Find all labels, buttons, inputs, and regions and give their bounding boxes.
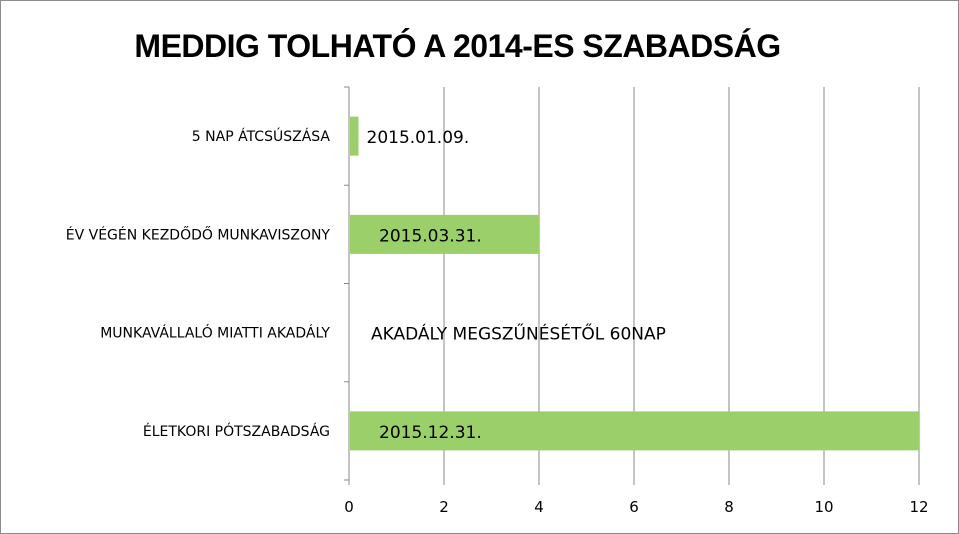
x-tick-label: 0	[344, 498, 354, 516]
bar	[350, 214, 539, 254]
x-tick-label: 10	[814, 498, 833, 516]
x-tick-label: 12	[909, 498, 928, 516]
bar	[350, 116, 359, 156]
chart-title: MEDDIG TOLHATÓ A 2014-ES SZABADSÁG	[134, 28, 781, 64]
data-label: 2015.12.31.	[379, 423, 482, 443]
x-tick-label: 8	[724, 498, 734, 516]
category-label: MUNKAVÁLLALÓ MIATTI AKADÁLY	[100, 324, 330, 342]
bar	[350, 411, 919, 451]
category-label: ÉLETKORI PÓTSZABADSÁG	[143, 422, 330, 440]
data-label: AKADÁLY MEGSZŰNÉSÉTŐL 60NAP	[371, 323, 666, 345]
category-label: ÉV VÉGÉN KEZDŐDŐ MUNKAVISZONY	[66, 225, 331, 243]
x-tick-label: 2	[439, 498, 449, 516]
data-label: 2015.03.31.	[379, 226, 482, 246]
category-label: 5 NAP ÁTCSÚSZÁSA	[192, 127, 331, 145]
x-tick-label: 4	[534, 498, 544, 516]
x-tick-label: 6	[629, 498, 639, 516]
data-label: 2015.01.09.	[367, 128, 470, 148]
